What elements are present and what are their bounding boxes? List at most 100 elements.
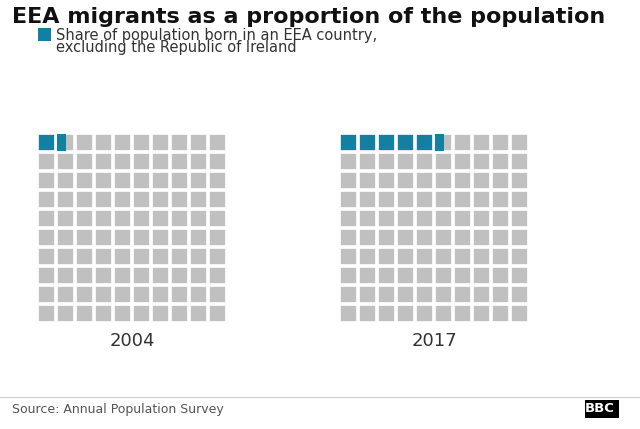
Bar bbox=[435, 191, 452, 208]
Bar bbox=[416, 305, 433, 322]
Bar bbox=[171, 286, 188, 303]
Bar bbox=[416, 229, 433, 246]
Bar bbox=[473, 305, 490, 322]
Bar bbox=[397, 172, 414, 189]
Bar bbox=[435, 305, 452, 322]
Bar bbox=[38, 248, 55, 265]
Bar bbox=[492, 134, 509, 151]
Bar bbox=[133, 229, 150, 246]
Bar bbox=[57, 172, 74, 189]
Bar bbox=[57, 134, 74, 151]
Bar bbox=[190, 210, 207, 227]
Bar bbox=[435, 134, 452, 151]
Bar bbox=[359, 172, 376, 189]
Bar bbox=[95, 191, 112, 208]
Bar bbox=[492, 172, 509, 189]
Bar bbox=[171, 248, 188, 265]
Bar bbox=[95, 172, 112, 189]
Bar bbox=[209, 248, 226, 265]
Bar bbox=[416, 267, 433, 284]
Bar bbox=[209, 305, 226, 322]
Bar bbox=[435, 267, 452, 284]
Bar bbox=[378, 210, 395, 227]
Bar bbox=[340, 267, 357, 284]
Bar bbox=[114, 153, 131, 170]
Bar bbox=[57, 267, 74, 284]
Bar bbox=[378, 134, 395, 151]
Bar bbox=[190, 153, 207, 170]
Bar bbox=[114, 267, 131, 284]
Bar bbox=[435, 153, 452, 170]
Bar bbox=[492, 153, 509, 170]
Bar bbox=[171, 153, 188, 170]
Bar bbox=[378, 267, 395, 284]
Bar bbox=[190, 267, 207, 284]
Bar bbox=[585, 400, 619, 418]
Bar bbox=[152, 305, 169, 322]
Bar bbox=[57, 191, 74, 208]
Bar bbox=[76, 134, 93, 151]
Bar bbox=[511, 210, 528, 227]
Bar bbox=[190, 286, 207, 303]
Bar bbox=[38, 267, 55, 284]
Bar bbox=[190, 134, 207, 151]
Bar bbox=[133, 172, 150, 189]
Bar bbox=[435, 134, 444, 151]
Bar bbox=[209, 172, 226, 189]
Bar bbox=[492, 286, 509, 303]
Bar bbox=[209, 134, 226, 151]
Bar bbox=[190, 248, 207, 265]
Bar bbox=[340, 191, 357, 208]
Bar bbox=[152, 134, 169, 151]
Bar bbox=[38, 172, 55, 189]
Bar bbox=[114, 191, 131, 208]
Bar bbox=[511, 286, 528, 303]
Bar bbox=[511, 172, 528, 189]
Bar bbox=[152, 191, 169, 208]
Bar bbox=[397, 153, 414, 170]
Bar bbox=[511, 248, 528, 265]
Bar bbox=[378, 191, 395, 208]
Bar bbox=[473, 286, 490, 303]
Bar bbox=[152, 267, 169, 284]
Text: EEA migrants as a proportion of the population: EEA migrants as a proportion of the popu… bbox=[12, 7, 605, 27]
Bar bbox=[209, 191, 226, 208]
Bar bbox=[378, 229, 395, 246]
Bar bbox=[397, 134, 414, 151]
Bar bbox=[171, 210, 188, 227]
Bar bbox=[152, 248, 169, 265]
Bar bbox=[454, 286, 471, 303]
Bar bbox=[57, 229, 74, 246]
Bar bbox=[473, 248, 490, 265]
Bar bbox=[454, 134, 471, 151]
Bar bbox=[340, 153, 357, 170]
Bar bbox=[492, 267, 509, 284]
Bar bbox=[76, 267, 93, 284]
Bar bbox=[171, 305, 188, 322]
Bar bbox=[76, 305, 93, 322]
Bar bbox=[511, 267, 528, 284]
Bar bbox=[133, 210, 150, 227]
Bar bbox=[511, 191, 528, 208]
Bar bbox=[95, 153, 112, 170]
Bar bbox=[95, 210, 112, 227]
Bar bbox=[57, 305, 74, 322]
Bar bbox=[171, 229, 188, 246]
Bar bbox=[492, 248, 509, 265]
Bar bbox=[340, 172, 357, 189]
Bar bbox=[359, 191, 376, 208]
Bar bbox=[152, 153, 169, 170]
Bar bbox=[416, 172, 433, 189]
Bar bbox=[76, 229, 93, 246]
Bar bbox=[359, 267, 376, 284]
Bar bbox=[209, 267, 226, 284]
Bar bbox=[397, 229, 414, 246]
Bar bbox=[57, 248, 74, 265]
Bar bbox=[209, 153, 226, 170]
Bar bbox=[416, 134, 433, 151]
Bar bbox=[209, 229, 226, 246]
Bar bbox=[397, 267, 414, 284]
Bar bbox=[416, 248, 433, 265]
Bar bbox=[359, 286, 376, 303]
Bar bbox=[359, 210, 376, 227]
